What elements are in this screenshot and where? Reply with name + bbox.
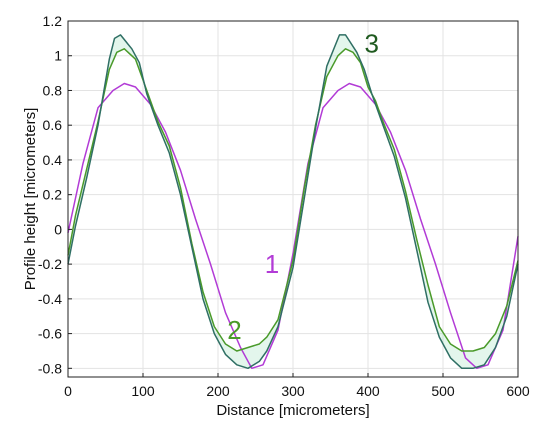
- y-tick-label: 0.2: [43, 187, 63, 203]
- y-tick-label: 1: [54, 48, 62, 64]
- x-tick-label: 500: [431, 383, 455, 399]
- y-tick-label: -0.2: [38, 256, 62, 272]
- x-tick-label: 0: [64, 383, 72, 399]
- y-tick-label: 1.2: [43, 13, 63, 29]
- x-tick-label: 400: [356, 383, 380, 399]
- annotation-label: 3: [365, 28, 379, 58]
- y-tick-label: -0.6: [38, 326, 62, 342]
- x-axis-ticks: 0 100 200 300 400 500 600: [64, 373, 530, 399]
- x-axis-label: Distance [micrometers]: [216, 402, 369, 419]
- y-axis-ticks: -0.8 -0.6 -0.4 -0.2 0 0.2 0.4 0.6 0.8 1 1.2: [38, 13, 72, 376]
- x-tick-label: 300: [281, 383, 305, 399]
- y-tick-label: -0.4: [38, 291, 62, 307]
- y-tick-label: 0.8: [43, 82, 63, 98]
- curve-annotations: 1 2 3: [227, 28, 379, 345]
- y-axis-label: Profile height [micrometers]: [22, 108, 39, 291]
- series-line-3: [67, 34, 519, 370]
- x-tick-label: 100: [131, 383, 155, 399]
- x-tick-label: 600: [506, 383, 530, 399]
- annotation-label: 1: [265, 249, 279, 279]
- annotation-label: 2: [227, 315, 241, 345]
- series-line-1: [67, 82, 519, 370]
- series-lines: [67, 34, 519, 370]
- y-tick-label: -0.8: [38, 360, 62, 376]
- y-tick-label: 0: [54, 221, 62, 237]
- series-line-2: [67, 48, 519, 352]
- y-tick-label: 0.4: [43, 152, 63, 168]
- x-tick-label: 200: [206, 383, 230, 399]
- y-tick-label: 0.6: [43, 117, 63, 133]
